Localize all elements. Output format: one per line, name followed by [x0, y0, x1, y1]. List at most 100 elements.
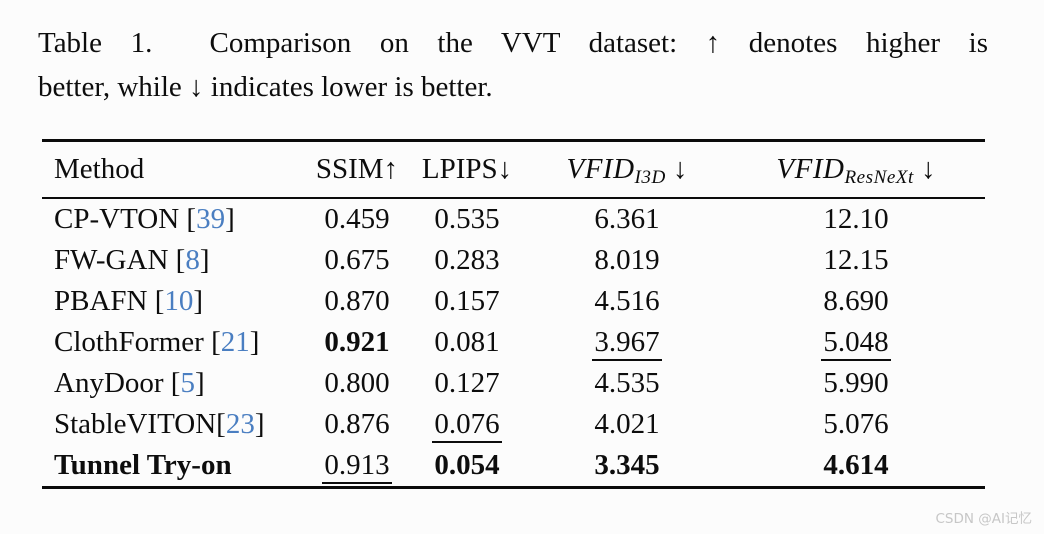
metric-value: 0.800	[324, 367, 390, 399]
metric-value: 0.283	[434, 244, 500, 276]
method-name: CP-VTON	[54, 203, 180, 235]
citation-link[interactable]: 8	[185, 244, 200, 276]
value-cell-vfid_i3d: 3.345	[527, 449, 727, 482]
column-header-method: Method	[42, 153, 307, 186]
table-row-3: PBAFN [10] 0.870 0.157 4.516 8.690	[42, 281, 985, 322]
caption-line-1: Table 1. Comparison on the VVT dataset: …	[38, 27, 988, 59]
column-header-ssim: SSIM↑	[307, 153, 407, 186]
citation-close-bracket: ]	[249, 326, 260, 358]
watermark: CSDN @AI记忆	[935, 511, 1033, 527]
header-label-vfid_resnext: VFID	[776, 153, 845, 185]
value-cell-lpips: 0.127	[407, 367, 527, 400]
method-name: StableVITON	[54, 408, 217, 440]
table-row-6: StableVITON[23] 0.876 0.076 4.021 5.076	[42, 404, 985, 445]
value-cell-ssim: 0.800	[307, 367, 407, 400]
caption-line-2: better, while ↓ indicates lower is bette…	[38, 71, 493, 103]
header-subscript-vfid_i3d: I3D	[634, 167, 666, 189]
header-label-vfid_i3d: VFID	[566, 153, 635, 185]
value-cell-ssim: 0.870	[307, 285, 407, 318]
table-row-5: AnyDoor [5] 0.800 0.127 4.535 5.990	[42, 363, 985, 404]
citation-close-bracket: ]	[194, 367, 205, 399]
metric-value: 5.076	[823, 408, 889, 440]
header-subscript-vfid_resnext: ResNeXt	[844, 167, 914, 189]
value-cell-ssim: 0.675	[307, 244, 407, 277]
method-cell: PBAFN [10]	[42, 285, 307, 318]
method-cell: ClothFormer [21]	[42, 326, 307, 359]
citation-close-bracket: ]	[199, 244, 210, 276]
method-cell: StableVITON[23]	[42, 408, 307, 441]
metric-value: 3.345	[594, 449, 660, 481]
method-cell: FW-GAN [8]	[42, 244, 307, 277]
metric-value: 4.535	[594, 367, 660, 399]
citation-link[interactable]: 21	[220, 326, 250, 358]
citation-close-bracket: ]	[225, 203, 235, 235]
table-row-4: ClothFormer [21] 0.921 0.081 3.967 5.048	[42, 322, 985, 363]
citation-link[interactable]: 23	[225, 408, 255, 440]
citation-open-bracket: [	[179, 203, 197, 235]
metric-value: 8.019	[594, 244, 660, 276]
value-cell-vfid_i3d: 6.361	[527, 203, 727, 236]
value-cell-vfid_i3d: 4.535	[527, 367, 727, 400]
value-cell-lpips: 0.054	[407, 449, 527, 482]
metric-value: 0.921	[324, 326, 390, 358]
metric-value: 0.876	[324, 408, 390, 440]
value-cell-vfid_resnext: 5.990	[727, 367, 985, 400]
method-cell: AnyDoor [5]	[42, 367, 307, 400]
value-cell-lpips: 0.076	[407, 408, 527, 443]
citation-open-bracket: [	[163, 367, 181, 399]
method-name: ClothFormer	[54, 326, 204, 358]
metric-value: 0.459	[324, 203, 390, 235]
citation-open-bracket: [	[203, 326, 221, 358]
metric-value: 0.054	[434, 449, 500, 481]
metric-value: 0.870	[324, 285, 390, 317]
citation-link[interactable]: 10	[164, 285, 194, 317]
metric-value: 0.535	[434, 203, 500, 235]
value-cell-vfid_resnext: 5.076	[727, 408, 985, 441]
metric-value: 8.690	[823, 285, 889, 317]
table-body: CP-VTON [39] 0.459 0.535 6.361 12.10 FW-GAN […	[42, 199, 985, 486]
table-row-7: Tunnel Try-on 0.913 0.054 3.345 4.614	[42, 445, 985, 486]
header-label-ssim: SSIM	[315, 153, 384, 185]
column-header-vfid_i3d: VFIDI3D ↓	[527, 153, 727, 189]
table-row-2: FW-GAN [8] 0.675 0.283 8.019 12.15	[42, 240, 985, 281]
metric-value: 5.990	[823, 367, 889, 399]
column-header-vfid_resnext: VFIDResNeXt ↓	[727, 153, 985, 189]
method-name: PBAFN	[54, 285, 148, 317]
metric-value: 5.048	[821, 326, 891, 361]
metric-value: 0.913	[322, 449, 392, 484]
value-cell-ssim: 0.876	[307, 408, 407, 441]
value-cell-lpips: 0.157	[407, 285, 527, 318]
metric-value: 0.157	[434, 285, 500, 317]
value-cell-vfid_resnext: 12.15	[727, 244, 985, 277]
metric-value: 0.675	[324, 244, 390, 276]
value-cell-lpips: 0.081	[407, 326, 527, 359]
down-arrow-icon: ↓	[913, 153, 936, 185]
method-name: FW-GAN	[54, 244, 169, 276]
header-label-method: Method	[54, 153, 145, 185]
table-header-row: Method SSIM↑ LPIPS↓ VFIDI3D ↓ VFIDResNeXt ↓	[42, 142, 985, 197]
value-cell-ssim: 0.459	[307, 203, 407, 236]
table-row-1: CP-VTON [39] 0.459 0.535 6.361 12.10	[42, 199, 985, 240]
value-cell-ssim: 0.921	[307, 326, 407, 359]
table-mid-rule	[42, 197, 985, 199]
value-cell-vfid_resnext: 5.048	[727, 326, 985, 361]
table-caption: Table 1. Comparison on the VVT dataset: …	[38, 21, 988, 109]
citation-link[interactable]: 5	[180, 367, 195, 399]
metric-value: 3.967	[592, 326, 662, 361]
value-cell-vfid_i3d: 4.516	[527, 285, 727, 318]
metric-value: 4.021	[594, 408, 660, 440]
method-cell: CP-VTON [39]	[42, 203, 307, 236]
table-top-rule	[42, 139, 985, 142]
citation-close-bracket: ]	[193, 285, 204, 317]
column-header-lpips: LPIPS↓	[407, 153, 527, 186]
value-cell-vfid_i3d: 3.967	[527, 326, 727, 361]
value-cell-vfid_i3d: 4.021	[527, 408, 727, 441]
value-cell-vfid_resnext: 4.614	[727, 449, 985, 482]
value-cell-vfid_i3d: 8.019	[527, 244, 727, 277]
citation-open-bracket: [	[216, 408, 226, 440]
citation-open-bracket: [	[168, 244, 186, 276]
value-cell-vfid_resnext: 8.690	[727, 285, 985, 318]
metric-value: 12.10	[823, 203, 889, 235]
value-cell-vfid_resnext: 12.10	[727, 203, 985, 236]
citation-link[interactable]: 39	[196, 203, 226, 235]
